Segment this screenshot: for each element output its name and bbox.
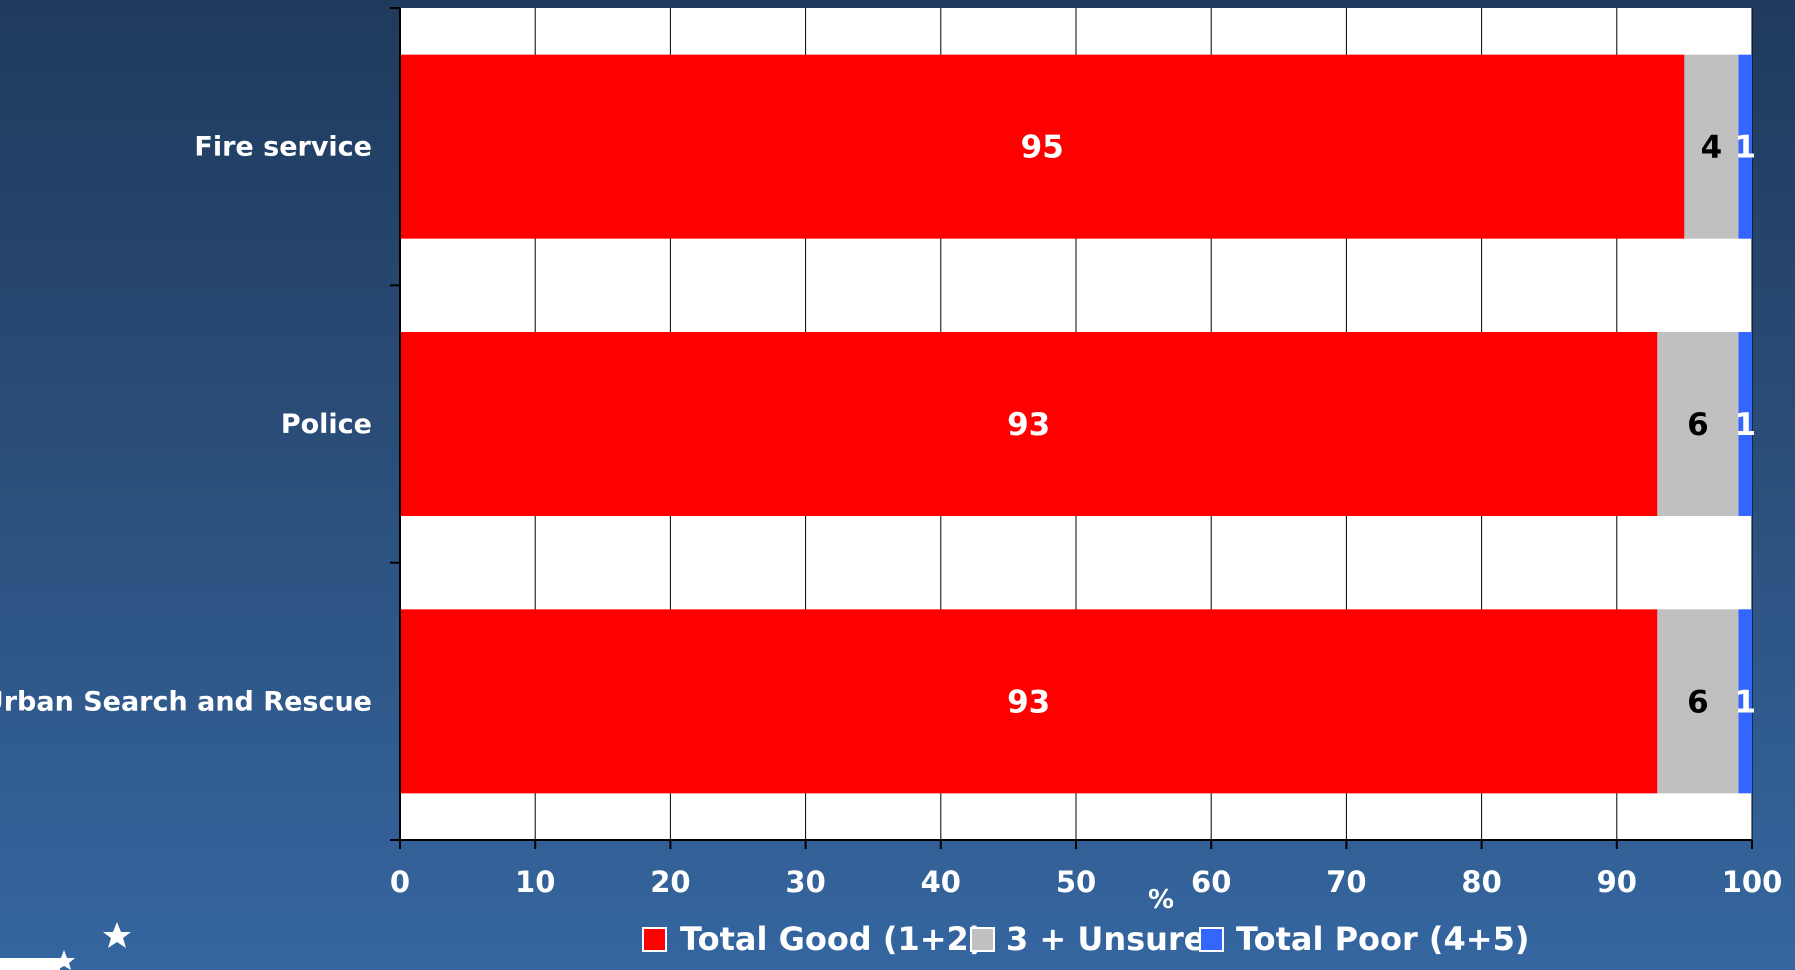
data-label: 93 — [1007, 407, 1050, 443]
x-tick-label: 40 — [921, 865, 961, 899]
x-tick-label: 100 — [1722, 865, 1783, 899]
data-label: 95 — [1021, 130, 1064, 166]
logo-fragment — [0, 958, 60, 970]
bar-segment — [1657, 332, 1739, 516]
x-tick-label: 50 — [1056, 865, 1096, 899]
category-label: Urban Search and Rescue — [0, 686, 372, 717]
x-tick-label: 20 — [650, 865, 690, 899]
x-tick-label: 70 — [1326, 865, 1366, 899]
bar-segment — [1657, 609, 1739, 794]
data-label: 1 — [1734, 407, 1756, 443]
bar-segment — [1738, 54, 1752, 239]
data-label: 93 — [1007, 684, 1050, 720]
category-label: Police — [281, 409, 372, 440]
data-label: 6 — [1687, 407, 1709, 443]
bar-segment — [1684, 54, 1739, 239]
bar-segment — [400, 54, 1685, 239]
data-label: 6 — [1687, 684, 1709, 720]
logo-star-icon — [103, 922, 131, 948]
legend-swatch — [1199, 927, 1224, 952]
x-tick-label: 30 — [785, 865, 825, 899]
bar-segment — [1738, 609, 1752, 794]
data-label: 1 — [1734, 684, 1756, 720]
data-label: 1 — [1734, 130, 1756, 166]
legend-label: Total Poor (4+5) — [1236, 920, 1530, 958]
x-tick-label: 80 — [1461, 865, 1501, 899]
bar-segment — [400, 332, 1658, 516]
legend-label: Total Good (1+2) — [680, 920, 983, 958]
x-tick-label: 60 — [1191, 865, 1231, 899]
x-axis-label: % — [1148, 885, 1174, 915]
x-tick-label: 0 — [390, 865, 410, 899]
category-label: Fire service — [194, 132, 372, 163]
data-label: 4 — [1701, 130, 1723, 166]
x-tick-label: 10 — [515, 865, 555, 899]
legend-swatch — [642, 927, 667, 952]
x-tick-label: 90 — [1597, 865, 1637, 899]
bar-segment — [1738, 332, 1752, 516]
legend-label: 3 + Unsure — [1006, 920, 1205, 958]
bar-segment — [400, 609, 1658, 794]
legend-swatch — [970, 927, 995, 952]
